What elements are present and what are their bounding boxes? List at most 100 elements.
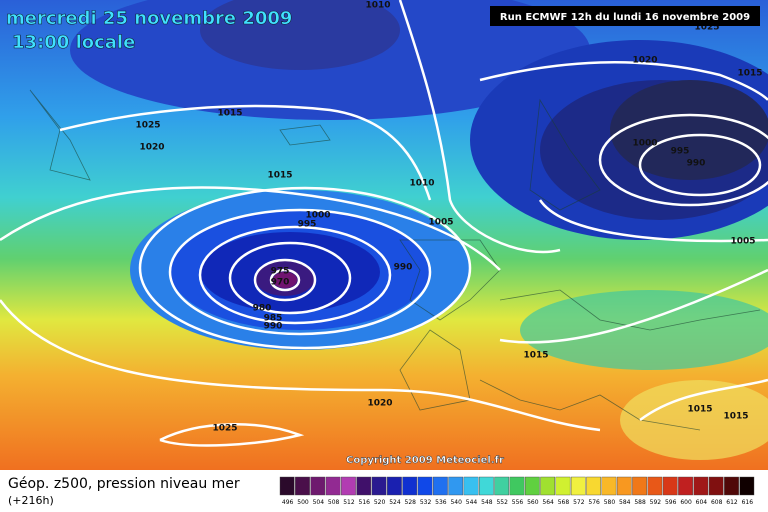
scale-swatch	[724, 476, 739, 496]
scale-swatch	[371, 476, 387, 496]
isobar-label: 1015	[267, 171, 292, 181]
scale-swatch	[387, 476, 402, 496]
scale-label: 560	[527, 499, 539, 506]
isobar-label: 1015	[217, 109, 242, 119]
run-info: Run ECMWF 12h du lundi 16 novembre 2009	[500, 12, 750, 23]
scale-swatch	[509, 476, 525, 496]
lead-time: (+216h)	[8, 494, 54, 507]
scale-swatch	[616, 476, 632, 496]
scale-label: 512	[343, 499, 355, 506]
scale-swatch	[463, 476, 479, 496]
scale-label: 536	[435, 499, 447, 506]
isobar-label: 1015	[523, 351, 548, 361]
isobar-label: 1000	[632, 139, 657, 149]
isobar-label: 1005	[730, 237, 755, 247]
scale-swatch	[524, 476, 540, 496]
date-title: mercredi 25 novembre 2009	[6, 8, 292, 29]
scale-label: 588	[634, 499, 646, 506]
scale-label: 572	[573, 499, 585, 506]
color-scale: 496 500 504 508 512 516 520 524 528 532 536 540 544 5…	[279, 476, 755, 506]
scale-swatch	[279, 476, 295, 496]
scale-label: 504	[313, 499, 325, 506]
scale-label: 592	[650, 499, 662, 506]
isobar-label: 1025	[694, 23, 719, 33]
scale-swatch	[341, 476, 356, 496]
scale-swatch	[494, 476, 510, 496]
isobar-label: 1025	[212, 424, 237, 434]
isobar-label: 1020	[139, 143, 164, 153]
isobar-label: 990	[687, 159, 706, 169]
scale-swatch	[540, 476, 556, 496]
scale-label: 604	[696, 499, 708, 506]
isobar-label: 975	[271, 267, 290, 277]
isobar-label: 990	[394, 263, 413, 273]
scale-swatch	[662, 476, 678, 496]
scale-swatch	[310, 476, 326, 496]
isobar-label: 1015	[737, 69, 762, 79]
isobar-label: 970	[271, 278, 290, 288]
isobar-label: 1005	[428, 218, 453, 228]
scale-swatch	[295, 476, 310, 496]
scale-swatch	[448, 476, 464, 496]
run-box	[490, 6, 760, 26]
scale-label: 568	[558, 499, 570, 506]
scale-label: 608	[711, 499, 723, 506]
scale-swatch	[417, 476, 433, 496]
isobar-label: 990	[264, 322, 283, 332]
scale-swatch	[601, 476, 617, 496]
scale-label: 580	[604, 499, 616, 506]
isobar-label: 1010	[365, 1, 390, 11]
scale-swatch	[478, 476, 494, 496]
map-field	[0, 0, 768, 470]
isobar-label: 1020	[367, 399, 392, 409]
scale-swatch	[739, 476, 755, 496]
scale-swatch	[693, 476, 709, 496]
scale-label: 540	[450, 499, 462, 506]
scale-label: 564	[542, 499, 554, 506]
scale-swatch	[708, 476, 724, 496]
scale-label: 576	[588, 499, 600, 506]
isobar-label: 985	[264, 314, 283, 324]
legend-title: Géop. z500, pression niveau mer	[8, 476, 240, 492]
scale-swatch	[586, 476, 601, 496]
scale-swatch	[678, 476, 693, 496]
scale-label: 612	[726, 499, 738, 506]
isobar-label: 1025	[135, 121, 160, 131]
isobars	[0, 0, 768, 445]
isobar-label: 1015	[723, 412, 748, 422]
scale-swatch	[402, 476, 418, 496]
scale-label: 552	[496, 499, 508, 506]
scale-label: 544	[466, 499, 478, 506]
scale-label: 496	[282, 499, 294, 506]
scale-label: 616	[742, 499, 754, 506]
scale-swatch	[356, 476, 372, 496]
scale-label: 548	[481, 499, 493, 506]
isobar-label: 1020	[632, 56, 657, 66]
isobar-label: 995	[671, 147, 690, 157]
scale-label: 524	[389, 499, 401, 506]
scale-label: 596	[665, 499, 677, 506]
scale-swatch	[555, 476, 571, 496]
scale-label: 584	[619, 499, 631, 506]
scale-swatch	[433, 476, 448, 496]
copyright: Copyright 2009 Meteociel.fr	[346, 455, 504, 466]
isobar-label: 1000	[305, 211, 330, 221]
scale-label: 520	[374, 499, 386, 506]
scale-swatch	[570, 476, 586, 496]
isobar-labels: 1010 1025 1020 1015 1025 1015 1020 1000 995 990 10…	[135, 1, 762, 434]
scale-label: 532	[420, 499, 432, 506]
scale-swatch	[325, 476, 341, 496]
isobar-label: 1010	[409, 179, 434, 189]
scale-swatch	[632, 476, 647, 496]
scale-label: 508	[328, 499, 340, 506]
isobar-label: 980	[253, 304, 272, 314]
scale-label: 516	[359, 499, 371, 506]
scale-label: 556	[512, 499, 524, 506]
scale-label: 600	[680, 499, 692, 506]
scale-label: 500	[297, 499, 309, 506]
scale-label: 528	[405, 499, 417, 506]
time-title: 13:00 locale	[12, 32, 135, 53]
scale-swatch	[647, 476, 663, 496]
isobar-label: 1015	[687, 405, 712, 415]
